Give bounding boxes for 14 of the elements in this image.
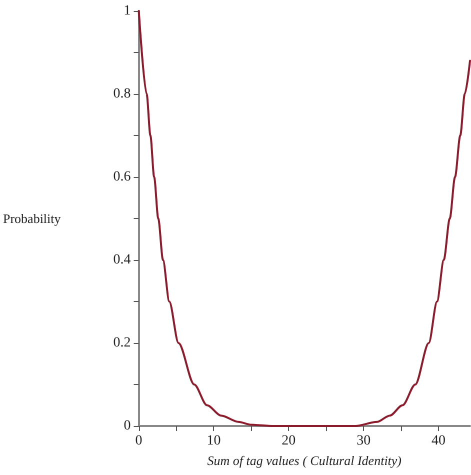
y-tick-label: 0 bbox=[124, 418, 131, 434]
y-tick-label: 1 bbox=[124, 4, 131, 18]
y-tick-label: 0.8 bbox=[113, 86, 131, 102]
x-tick-label: 10 bbox=[206, 434, 221, 448]
y-tick-label: 0.6 bbox=[113, 170, 131, 184]
x-tick-label: 40 bbox=[432, 434, 446, 448]
y-tick-label: 0.2 bbox=[113, 336, 131, 350]
x-tick-label: 30 bbox=[356, 434, 371, 448]
x-tick-label: 0 bbox=[135, 434, 142, 448]
line-series bbox=[138, 10, 471, 427]
x-axis-title: Sum of tag values ( Cultural Identity) bbox=[207, 453, 402, 468]
x-tick-label: 20 bbox=[282, 434, 296, 448]
y-tick-label: 0.4 bbox=[113, 252, 131, 268]
y-axis-title: Probability bbox=[2, 211, 62, 226]
